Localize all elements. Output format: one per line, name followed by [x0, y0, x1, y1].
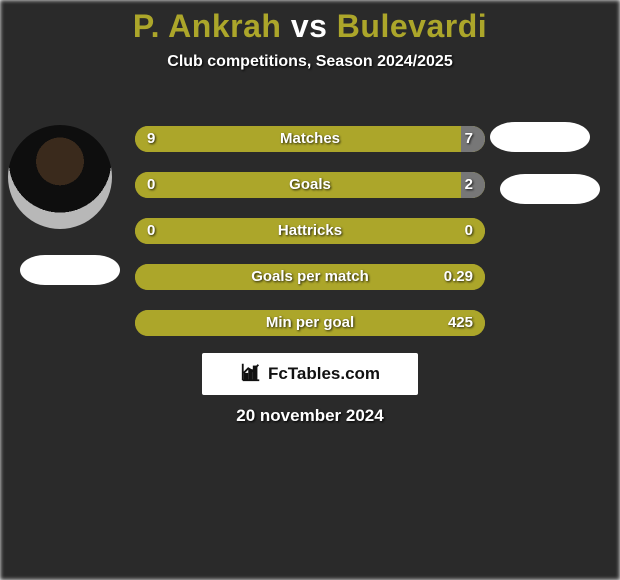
flag-right-1-icon — [490, 122, 590, 152]
title-vs: vs — [281, 8, 336, 44]
stat-rows: 9Matches70Goals20Hattricks0Goals per mat… — [135, 126, 485, 356]
stat-row: 0Hattricks0 — [135, 218, 485, 244]
stat-row: Goals per match0.29 — [135, 264, 485, 290]
flag-right-2-icon — [500, 174, 600, 204]
stat-label: Hattricks — [135, 218, 485, 244]
branding: FcTables.com — [202, 353, 418, 395]
page-title: P. Ankrah vs Bulevardi — [0, 8, 620, 45]
date-text: 20 november 2024 — [0, 406, 620, 426]
subtitle: Club competitions, Season 2024/2025 — [0, 53, 620, 71]
content: P. Ankrah vs Bulevardi Club competitions… — [0, 0, 620, 580]
title-player-right: Bulevardi — [337, 8, 487, 44]
stat-value-right: 7 — [465, 126, 473, 152]
branding-text: FcTables.com — [268, 364, 380, 384]
stat-row: Min per goal425 — [135, 310, 485, 336]
stat-value-right: 2 — [465, 172, 473, 198]
chart-icon — [240, 361, 262, 388]
stat-value-right: 425 — [448, 310, 473, 336]
stat-label: Goals per match — [135, 264, 485, 290]
stat-label: Matches — [135, 126, 485, 152]
flag-left-icon — [20, 255, 120, 285]
title-player-left: P. Ankrah — [133, 8, 282, 44]
comparison-card: P. Ankrah vs Bulevardi Club competitions… — [0, 0, 620, 580]
stat-label: Min per goal — [135, 310, 485, 336]
stat-value-right: 0.29 — [444, 264, 473, 290]
avatar — [8, 125, 112, 229]
stat-label: Goals — [135, 172, 485, 198]
stat-value-right: 0 — [465, 218, 473, 244]
stat-row: 9Matches7 — [135, 126, 485, 152]
stat-row: 0Goals2 — [135, 172, 485, 198]
